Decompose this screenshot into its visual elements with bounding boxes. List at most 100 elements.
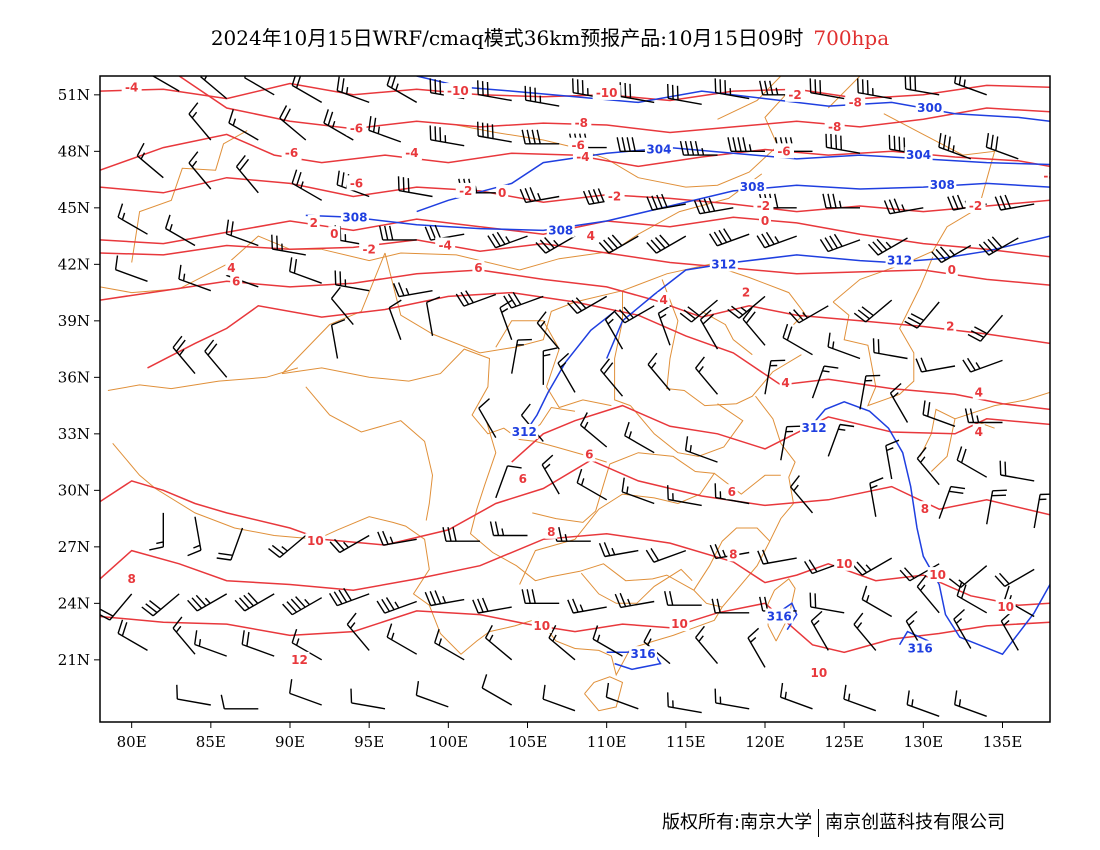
temperature-label-bg [328, 226, 341, 242]
wind-barb [521, 129, 560, 145]
wind-barb [519, 187, 560, 204]
wind-barb [1033, 493, 1050, 529]
wind-barb [424, 590, 465, 607]
wind-barb [244, 76, 275, 96]
lat-tick-label: 33N [58, 425, 90, 443]
wind-barb [684, 436, 718, 463]
wind-barb [542, 347, 558, 385]
temperature-label: -2 [608, 190, 621, 204]
temperature-label-bg [401, 145, 422, 161]
temperature-label: -2 [757, 199, 770, 213]
wind-barb [511, 338, 532, 374]
border-line [112, 442, 576, 655]
temperature-label: -6 [350, 176, 363, 190]
wind-barb [853, 612, 877, 651]
wind-barb [867, 237, 908, 256]
wind-barb [790, 475, 814, 514]
wind-barb [478, 398, 497, 438]
lon-tick-label: 120E [745, 733, 785, 751]
lat-tick-label: 27N [58, 538, 90, 556]
wind-barb [187, 516, 202, 557]
map-title: 2024年10月15日WRF/cmaq模式36km预报产品:10月15日09时 7… [0, 22, 1100, 51]
wind-barb [809, 78, 845, 100]
height-label-bg [510, 423, 539, 439]
wind-barb [386, 76, 418, 104]
temperature-label-bg [443, 83, 472, 99]
border-line [609, 452, 715, 474]
wind-barb [899, 563, 940, 582]
temperature-label-bg [774, 143, 794, 159]
longitude-axis: 80E 85E 90E 95E 100E 105E 110E 115E 120E 125E 130E… [117, 722, 1023, 751]
temperature-label-bg [568, 137, 589, 153]
height-label-bg [738, 179, 767, 195]
temperature-label: -4 [405, 146, 418, 160]
lat-tick-label: 36N [58, 368, 90, 386]
wind-barb [600, 358, 624, 397]
wind-barb [268, 534, 307, 558]
temperature-label-bg [230, 273, 243, 289]
lon-tick-label: 135E [983, 733, 1023, 751]
wind-barb [904, 301, 940, 329]
temperature-label: 2 [946, 319, 954, 333]
title-level: 700hpa [813, 26, 890, 50]
temperature-label: 12 [291, 653, 308, 667]
border-line [305, 386, 434, 521]
wind-barb [567, 295, 608, 315]
lat-tick-label: 48N [58, 142, 90, 160]
temperature-label-bg [571, 115, 592, 131]
border-line [661, 279, 802, 407]
wind-barb [415, 681, 449, 708]
wind-barb [323, 109, 354, 141]
height-label-bg [800, 420, 829, 436]
temperature-label-bg [1040, 167, 1050, 183]
wind-barb [336, 170, 370, 198]
height-label: 308 [342, 210, 367, 224]
height-labels: 300 304 304 308 308 308 308 312 312 312 312 316 316 3… [340, 100, 957, 662]
wind-barb [220, 694, 259, 710]
lon-tick-label: 85E [196, 733, 226, 751]
border-line [281, 252, 386, 374]
height-label-bg [709, 256, 738, 272]
wind-barb [282, 596, 323, 616]
wind-barb [291, 169, 323, 201]
temperature-label-bg [472, 260, 485, 276]
temperature-label: 10 [307, 534, 324, 548]
height-label: 312 [711, 257, 736, 271]
border-line [580, 568, 693, 604]
wind-barb [495, 465, 522, 499]
wind-barb [614, 305, 655, 324]
temperature-label: 2 [742, 286, 750, 300]
temperature-label-bg [753, 197, 774, 213]
temperature-contour [100, 269, 1050, 345]
border-line [584, 676, 624, 712]
temperature-label-bg [727, 546, 740, 562]
plot-frame [99, 75, 1051, 723]
wind-barb [916, 574, 940, 614]
lon-tick-label: 105E [508, 733, 548, 751]
temperature-label: -2 [362, 242, 375, 256]
temperature-label-bg [779, 374, 792, 390]
temperature-contour [100, 459, 1050, 546]
wind-barb [117, 203, 148, 235]
wind-barb [954, 690, 987, 717]
wind-barb [747, 627, 766, 668]
temperature-label: 10 [929, 568, 946, 582]
temperature-label: 6 [474, 261, 482, 275]
temperature-label-bg [584, 228, 597, 244]
temperature-label: -10 [596, 86, 618, 100]
wind-barb [291, 628, 323, 661]
temperature-label-bg [808, 665, 829, 681]
border-line [693, 527, 771, 591]
temperature-label: 0 [498, 186, 506, 200]
border-line [701, 310, 753, 356]
wind-barb [100, 593, 133, 621]
temperature-label: 10 [671, 617, 688, 631]
wind-barb [885, 439, 900, 480]
height-label-bg [904, 147, 933, 163]
wind-barb [624, 421, 655, 454]
temperature-label: -2 [459, 184, 472, 198]
lat-tick-label: 39N [58, 312, 90, 330]
wind-barb [978, 236, 1019, 256]
temperature-contour [100, 82, 1050, 102]
copyright-right: 南京创蓝科技有限公司 [825, 812, 1006, 833]
